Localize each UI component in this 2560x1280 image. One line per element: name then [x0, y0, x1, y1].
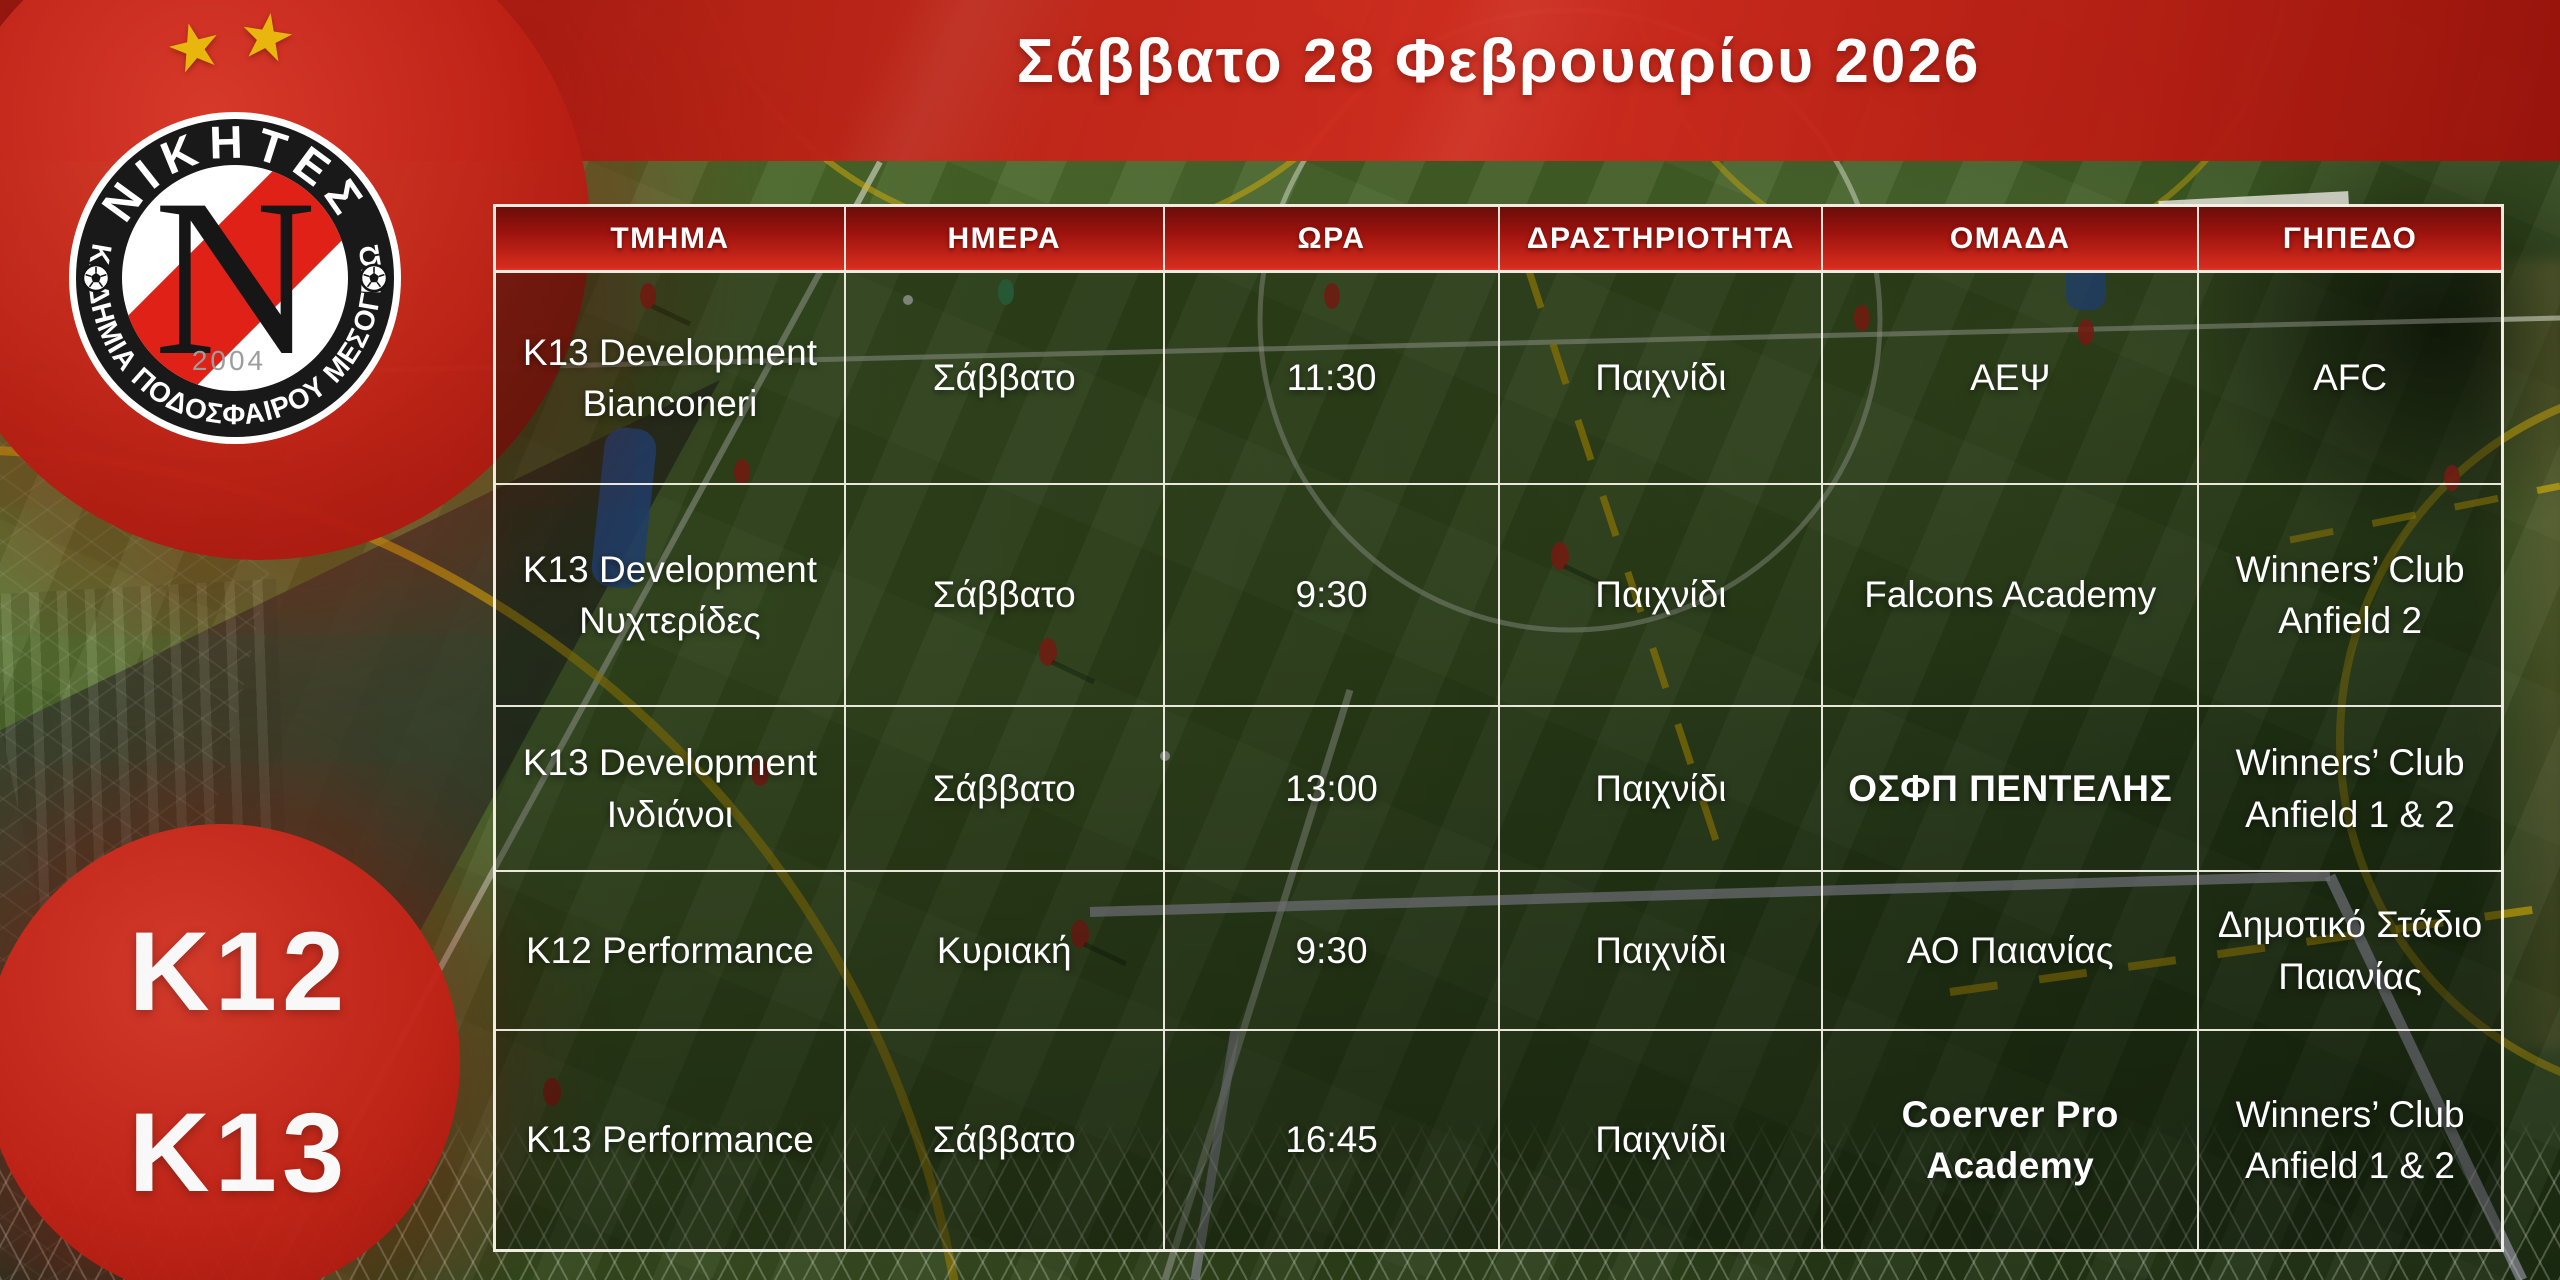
age-groups-circle: K12 K13 [0, 824, 460, 1280]
cell-tmima: K13 Development Bianconeri [496, 273, 846, 485]
header-drastiriotita: ΔΡΑΣΤΗΡΙΟΤΗΤΑ [1500, 207, 1824, 273]
cell-gipedo: Winners’ Club Anfield 1 & 2 [2199, 707, 2501, 872]
cell-drastiriotita: Παιχνίδι [1500, 1031, 1824, 1249]
badge-year: 2004 [192, 345, 266, 376]
age-group-k13: K13 [128, 1090, 350, 1215]
cell-omada: ΟΣΦΠ ΠΕΝΤΕΛΗΣ [1823, 707, 2200, 872]
date-title: Σάββατο 28 Φεβρουαρίου 2026 [1016, 27, 1981, 96]
soccer-ball-icon [81, 263, 111, 293]
cell-ora: 9:30 [1164, 872, 1501, 1031]
club-badge: N 2004 ΝΙΚΗΤΕΣ ΑΚΑΔΗΜΙΑ ΠΟΔΟΣΦΑΙΡΟΥ ΜΕΣΟ… [67, 110, 401, 444]
cell-imera: Κυριακή [845, 872, 1165, 1031]
badge-letter-n: N [154, 152, 317, 402]
cell-imera: Σάββατο [845, 707, 1165, 872]
players [543, 246, 2460, 1106]
schedule-table: ΤΜΗΜΑ ΗΜΕΡΑ ΩΡΑ ΔΡΑΣΤΗΡΙΟΤΗΤΑ ΟΜΑΔΑ ΓΗΠΕ… [493, 204, 2504, 1252]
cell-tmima: K12 Performance [496, 872, 846, 1031]
cell-tmima: K13 Development Νυχτερίδες [496, 485, 846, 707]
cell-drastiriotita: Παιχνίδι [1500, 273, 1824, 485]
cell-tmima: K13 Development Ινδιάνοι [496, 707, 846, 872]
cell-drastiriotita: Παιχνίδι [1500, 485, 1824, 707]
cell-gipedo: Winners’ Club Anfield 2 [2199, 485, 2501, 707]
cell-gipedo: Winners’ Club Anfield 1 & 2 [2235, 1093, 2465, 1186]
cell-imera: Σάββατο [846, 1031, 1165, 1249]
cell-ora: 11:30 [1164, 273, 1501, 485]
cell-tmima: K13 Performance [496, 1031, 846, 1249]
soccer-ball-icon [359, 263, 389, 293]
header-omada: ΟΜΑΔΑ [1823, 207, 2200, 273]
cell-imera: Σάββατο [845, 273, 1165, 485]
cell-drastiriotita: Παιχνίδι [1500, 872, 1824, 1031]
header-tmima: ΤΜΗΜΑ [496, 207, 846, 273]
cell-drastiriotita: Παιχνίδι [1500, 707, 1824, 872]
cell-omada: Falcons Academy [1823, 485, 2200, 707]
cell-omada: Coerver Pro Academy [1823, 1031, 2200, 1249]
header-ora: ΩΡΑ [1164, 207, 1501, 273]
cell-ora: 13:00 [1164, 707, 1501, 872]
cell-omada: ΑΕΨ [1823, 273, 2200, 485]
age-group-k12: K12 [128, 908, 350, 1034]
cell-omada: ΑΟ Παιανίας [1823, 872, 2200, 1031]
header-gipedo: ΓΗΠΕΔΟ [2199, 207, 2501, 273]
cell-imera: Σάββατο [845, 485, 1165, 707]
header-imera: ΗΜΕΡΑ [845, 207, 1165, 273]
cell-ora: 16:45 [1165, 1031, 1501, 1249]
cell-gipedo: Δημοτικό Στάδιο Παιανίας [2199, 872, 2501, 1031]
star-icon: ★ [232, 0, 301, 80]
cell-gipedo: AFC [2199, 273, 2501, 485]
cell-ora: 9:30 [1164, 485, 1501, 707]
